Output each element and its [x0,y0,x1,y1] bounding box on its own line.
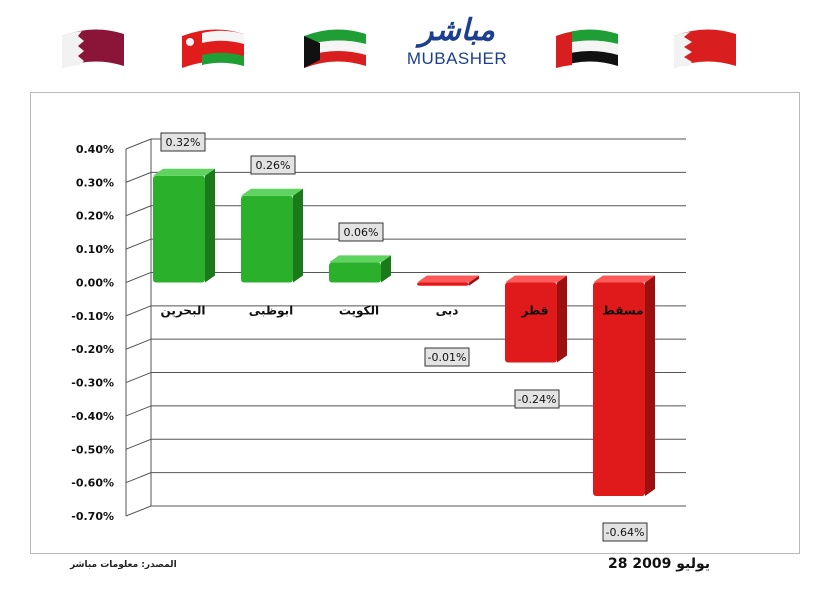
gridline-depth [125,472,152,484]
y-tick-label: -0.50% [71,443,114,456]
gridline-depth [125,438,152,450]
y-tick-label: 0.10% [76,243,114,256]
gridline-depth [125,338,152,350]
category-label: قطر [520,303,548,317]
category-label: مسقط [602,303,643,317]
y-tick-label: -0.40% [71,410,114,423]
bar-front [153,175,205,283]
bar-top [593,275,655,283]
category-label: دبى [436,303,459,317]
bar-top [505,275,567,283]
bar-chart: 0.40% 0.30% 0.20% 0.10% 0.00% -0.10% -0.20% -0.… [71,132,686,542]
gridline-depth [125,405,152,417]
bar-top [329,255,391,263]
y-tick-label: -0.10% [71,310,114,323]
bahrain-flag-icon [674,29,736,68]
bar-side [293,188,303,283]
qatar-flag-icon [62,29,124,68]
logo-english: MUBASHER [406,49,508,68]
bar-side [469,275,479,286]
bar-front [593,282,645,496]
bar-top [153,168,215,176]
bar-side [381,255,391,283]
data-label: -0.01% [428,351,467,364]
logo-arabic: مباشر [419,13,495,48]
gridline-depth [125,305,152,317]
uae-flag-icon [556,29,618,68]
data-label: 0.32% [166,136,201,149]
data-label: 0.06% [344,226,379,239]
data-label: 0.26% [256,159,291,172]
gridline-depth [125,505,152,517]
bar-front [241,195,293,283]
y-tick-label: -0.60% [71,477,114,490]
category-label: البحرين [161,303,206,317]
data-label: -0.24% [518,393,557,406]
bar-top [417,275,479,283]
chart-frame: 0.40% 0.30% 0.20% 0.10% 0.00% -0.10% -0.20% -0.… [30,92,800,554]
data-label-box [250,155,296,175]
bar-front [329,262,381,283]
data-label: -0.64% [606,526,645,539]
y-tick-label: -0.70% [71,510,114,523]
gridline-depth [125,138,152,150]
data-label-box [160,132,206,152]
data-label-box [338,222,384,242]
y-tick-label: 0.00% [76,276,114,289]
y-tick-label: 0.30% [76,176,114,189]
report-date: 28 يوليو 2009 [608,556,710,572]
gridline-depth [125,271,152,283]
gridline-depth [125,238,152,250]
bar-top [241,188,303,196]
y-tick-label: 0.20% [76,210,114,223]
data-label-box [514,389,560,409]
bar-front [417,282,469,286]
data-label-box [424,347,470,367]
category-label: ابوظبى [249,303,293,318]
bar-front [505,282,557,363]
bar-side [205,168,215,283]
oman-flag-icon [182,29,244,68]
y-tick-label: -0.30% [71,377,114,390]
gridline-depth [125,171,152,183]
gridline-depth [125,205,152,217]
gridline-depth [125,372,152,384]
bar-side [557,275,567,363]
category-label: الكويت [339,303,379,318]
bar-side [645,275,655,496]
y-tick-label: 0.40% [76,143,114,156]
header: مباشر MUBASHER [0,0,830,90]
y-tick-label: -0.20% [71,343,114,356]
mubasher-logo: مباشر MUBASHER [402,14,512,80]
source-note: المصدر: معلومات مباشر [70,560,177,570]
kuwait-flag-icon [304,29,366,68]
data-label-box [602,522,648,542]
